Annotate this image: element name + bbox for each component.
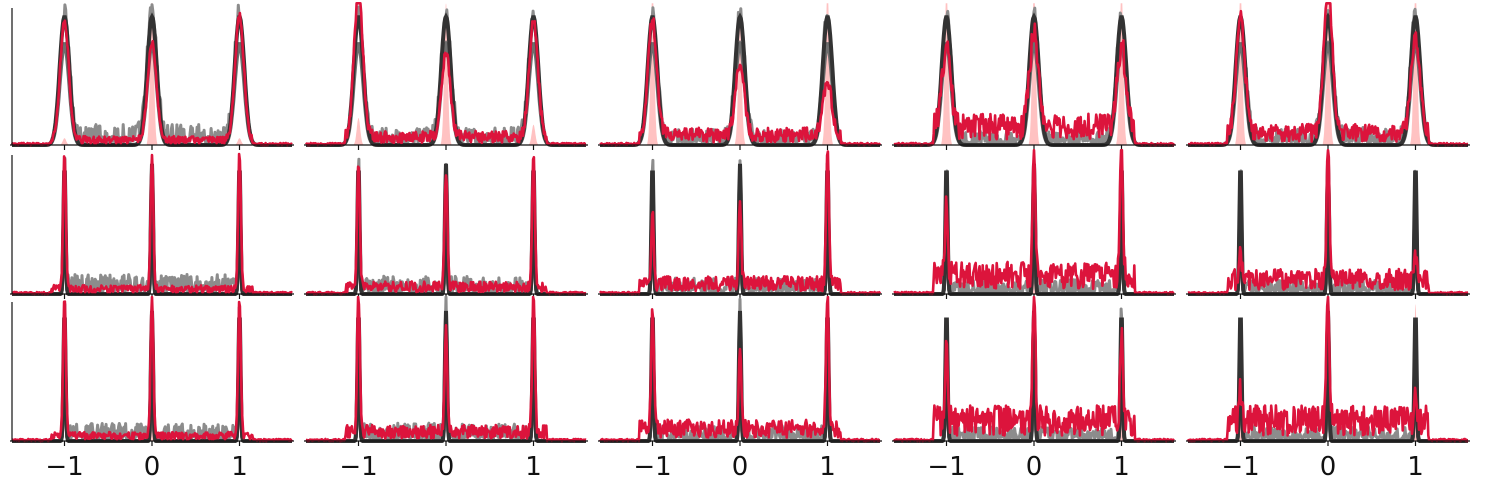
pink-peak-1 (440, 3, 452, 145)
pink-peak-1 (146, 3, 158, 145)
series-crimson (893, 148, 1175, 296)
series-crimson (599, 295, 881, 443)
series-crimson (10, 11, 293, 147)
pink-peak-2 (822, 3, 833, 145)
panel-r0-c0 (10, 3, 294, 150)
pink-peak-0 (647, 3, 658, 145)
panel-r2-c2 (598, 295, 882, 446)
x-tick-label: −1 (339, 452, 377, 482)
x-tick-label: −1 (927, 452, 965, 482)
pink-peak-2 (528, 124, 539, 145)
series-crimson (893, 22, 1176, 147)
x-tick-label: 1 (525, 452, 542, 482)
pink-peak-0 (353, 118, 364, 145)
x-tick-label: −1 (633, 452, 671, 482)
series-crimson (305, 155, 587, 296)
pink-peak-2 (234, 138, 245, 145)
series-crimson (305, 1, 587, 147)
x-tick-label: 0 (438, 452, 455, 482)
panel-r1-c0 (10, 152, 294, 299)
panel-r2-c0 (10, 295, 294, 446)
pink-peak-1 (1322, 3, 1334, 145)
x-tick-label: −1 (45, 452, 83, 482)
panel-r1-c2 (598, 150, 882, 299)
x-tick-label: 0 (1026, 452, 1043, 482)
series-crimson (11, 152, 293, 296)
panel-r2-c3 (892, 295, 1176, 446)
panel-r0-c3 (892, 3, 1176, 150)
series-crimson (1187, 148, 1469, 296)
pink-peak-0 (1235, 3, 1246, 145)
panel-r2-c1 (304, 295, 588, 446)
x-tick-label: 1 (819, 452, 836, 482)
pink-peak-2 (1116, 3, 1127, 145)
pink-peak-0 (59, 138, 70, 145)
panel-r1-c1 (304, 155, 588, 299)
x-tick-label: 1 (1407, 452, 1424, 482)
series-crimson (305, 295, 587, 443)
x-tick-label: 1 (1113, 452, 1130, 482)
series-crimson (11, 295, 294, 443)
series-crimson (599, 150, 882, 296)
x-tick-label: 0 (144, 452, 161, 482)
panel-grid (10, 1, 1470, 446)
series-crimson (1187, 1, 1469, 147)
x-tick-label: 0 (732, 452, 749, 482)
pink-peak-2 (1410, 3, 1421, 145)
panel-r0-c1 (304, 1, 588, 150)
panel-r0-c2 (598, 3, 882, 150)
series-crimson (599, 17, 882, 147)
pink-peak-0 (941, 3, 952, 145)
series-crimson (892, 295, 1175, 443)
series-crimson (1186, 295, 1469, 443)
pink-peak-1 (1028, 3, 1040, 145)
panel-r0-c4 (1186, 1, 1470, 150)
x-tick-label: 1 (231, 452, 248, 482)
x-tick-label: −1 (1221, 452, 1259, 482)
panel-r1-c4 (1186, 148, 1470, 299)
pink-peak-1 (734, 23, 746, 145)
x-tick-label: 0 (1320, 452, 1337, 482)
x-tick-labels: −1 0 1 −1 0 1 −1 0 1 −1 0 1 −1 0 1 (45, 452, 1423, 482)
panel-r1-c3 (892, 148, 1176, 299)
panel-r2-c4 (1186, 295, 1470, 446)
